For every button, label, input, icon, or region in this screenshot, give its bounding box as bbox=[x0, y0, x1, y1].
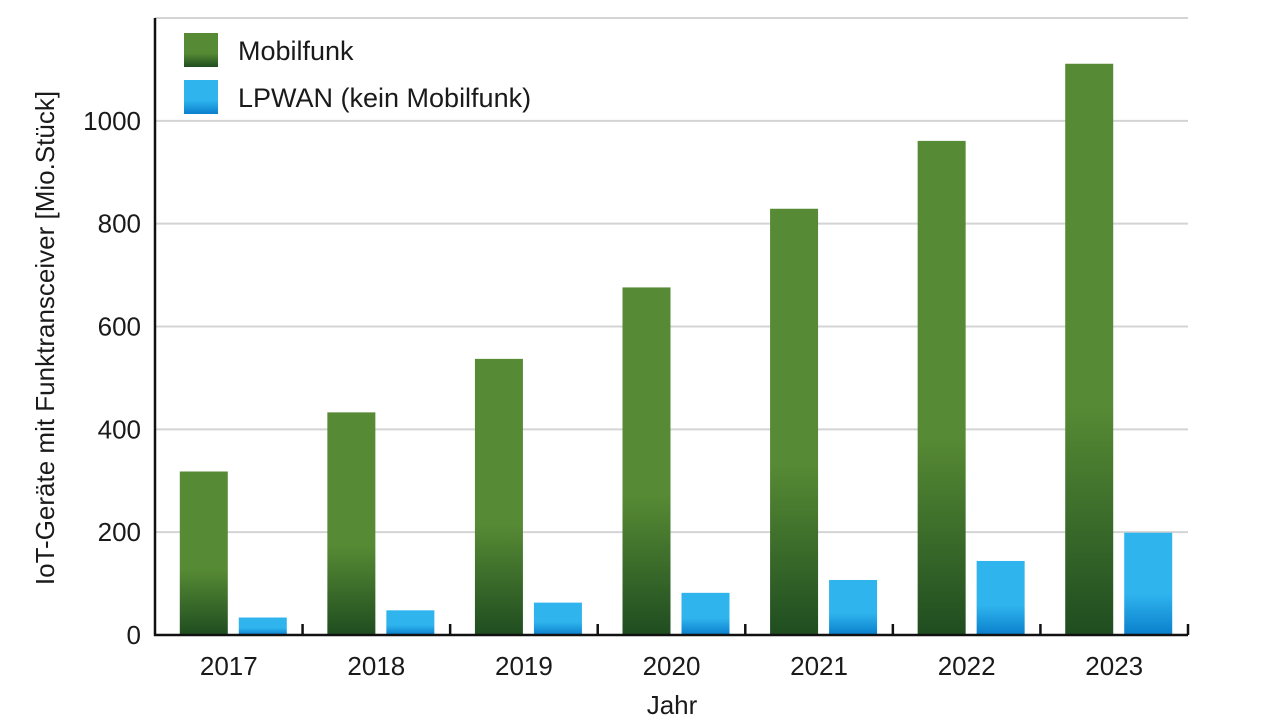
bar-mobilfunk-2019 bbox=[474, 358, 523, 635]
bar-lpwan-2020 bbox=[681, 592, 730, 635]
gridlines bbox=[155, 17, 1188, 534]
bar-mobilfunk-2021 bbox=[770, 208, 819, 635]
x-tick-label: 2017 bbox=[200, 651, 258, 681]
bar-lpwan-2017 bbox=[238, 617, 287, 635]
y-axis-title: IoT-Geräte mit Funktransceiver [Mio.Stüc… bbox=[30, 91, 60, 585]
bar-lpwan-2019 bbox=[533, 602, 582, 635]
y-tick-labels: 0 200 400 600 800 1000 bbox=[83, 106, 141, 650]
axes bbox=[153, 18, 1190, 637]
legend-swatch-mobilfunk bbox=[184, 33, 218, 67]
bar-mobilfunk-2022 bbox=[917, 140, 966, 635]
x-tick-label: 2021 bbox=[790, 651, 848, 681]
y-tick-label: 800 bbox=[98, 209, 141, 239]
y-tick-label: 600 bbox=[98, 312, 141, 342]
x-tick-labels: 2017 2018 2019 2020 2021 2022 2023 bbox=[200, 651, 1143, 681]
y-tick-label: 0 bbox=[127, 620, 141, 650]
y-tick-label: 1000 bbox=[83, 106, 141, 136]
y-tick-label: 200 bbox=[98, 517, 141, 547]
legend: Mobilfunk LPWAN (kein Mobilfunk) bbox=[184, 33, 531, 114]
bar-mobilfunk-2018 bbox=[327, 412, 376, 635]
bar-mobilfunk-2023 bbox=[1065, 63, 1114, 635]
bars bbox=[179, 63, 1173, 635]
x-axis-title: Jahr bbox=[647, 690, 698, 720]
bar-lpwan-2018 bbox=[386, 610, 435, 635]
x-tick-label: 2019 bbox=[495, 651, 553, 681]
bar-lpwan-2021 bbox=[829, 579, 878, 635]
y-tick-label: 400 bbox=[98, 414, 141, 444]
bar-mobilfunk-2017 bbox=[179, 471, 228, 635]
bar-lpwan-2022 bbox=[976, 560, 1025, 635]
legend-label: Mobilfunk bbox=[238, 36, 354, 66]
x-tick-label: 2018 bbox=[347, 651, 405, 681]
x-tick-label: 2020 bbox=[643, 651, 701, 681]
x-tick-label: 2023 bbox=[1085, 651, 1143, 681]
x-tick-label: 2022 bbox=[938, 651, 996, 681]
legend-label: LPWAN (kein Mobilfunk) bbox=[238, 83, 531, 113]
legend-swatch-lpwan bbox=[184, 80, 218, 114]
bar-mobilfunk-2020 bbox=[622, 287, 671, 635]
bar-lpwan-2023 bbox=[1124, 532, 1173, 635]
